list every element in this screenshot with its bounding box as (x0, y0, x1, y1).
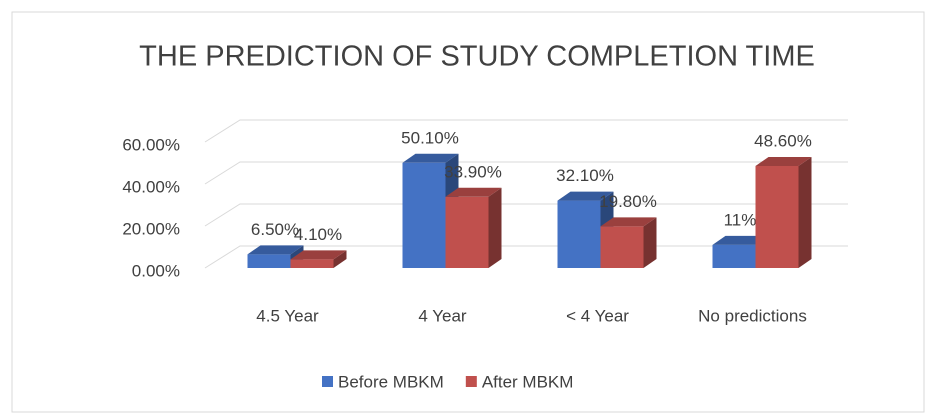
x-tick-label: 4.5 Year (256, 306, 319, 325)
value-label: 11% (724, 210, 757, 229)
bar (557, 200, 601, 268)
bar-top (712, 235, 769, 245)
value-label: 33.90% (444, 162, 502, 181)
bar (600, 226, 644, 268)
value-label: 6.50% (251, 220, 299, 239)
bar-top (445, 187, 502, 197)
bar-top (402, 153, 459, 163)
y-tick-label: 20.00% (122, 219, 180, 238)
legend-swatch (465, 376, 477, 387)
x-tick-label: < 4 Year (566, 306, 629, 325)
bar-top (557, 191, 614, 201)
grid-line (204, 161, 848, 185)
bar-side (333, 250, 347, 268)
x-tick-label: 4 Year (418, 306, 467, 325)
bar (290, 259, 334, 268)
legend-swatch (322, 376, 333, 387)
value-label: 50.10% (401, 128, 459, 147)
bar (445, 196, 489, 268)
bar-top (600, 217, 657, 227)
bar-top (755, 156, 812, 166)
grid-line (204, 119, 848, 143)
y-tick-label: 0.00% (132, 261, 180, 280)
value-label: 19.80% (599, 192, 657, 211)
value-label: 4.10% (294, 225, 342, 244)
legend-label: Before MBKM (338, 372, 444, 391)
bar-top (290, 250, 347, 260)
bar-side (488, 187, 502, 268)
value-label: 32.10% (556, 166, 614, 185)
x-tick-label: No predictions (698, 306, 807, 325)
chart-title: THE PREDICTION OF STUDY COMPLETION TIME (139, 41, 815, 73)
grid-line (204, 203, 848, 227)
y-tick-label: 40.00% (122, 177, 180, 196)
bar (712, 244, 756, 268)
bar (402, 162, 446, 268)
value-label: 48.60% (754, 131, 812, 150)
bar (755, 165, 799, 268)
bar-side (798, 156, 812, 268)
bar-top (247, 245, 304, 255)
bar-side (643, 217, 657, 268)
bar (247, 254, 291, 268)
legend-label: After MBKM (482, 372, 574, 391)
y-tick-label: 60.00% (122, 135, 180, 154)
